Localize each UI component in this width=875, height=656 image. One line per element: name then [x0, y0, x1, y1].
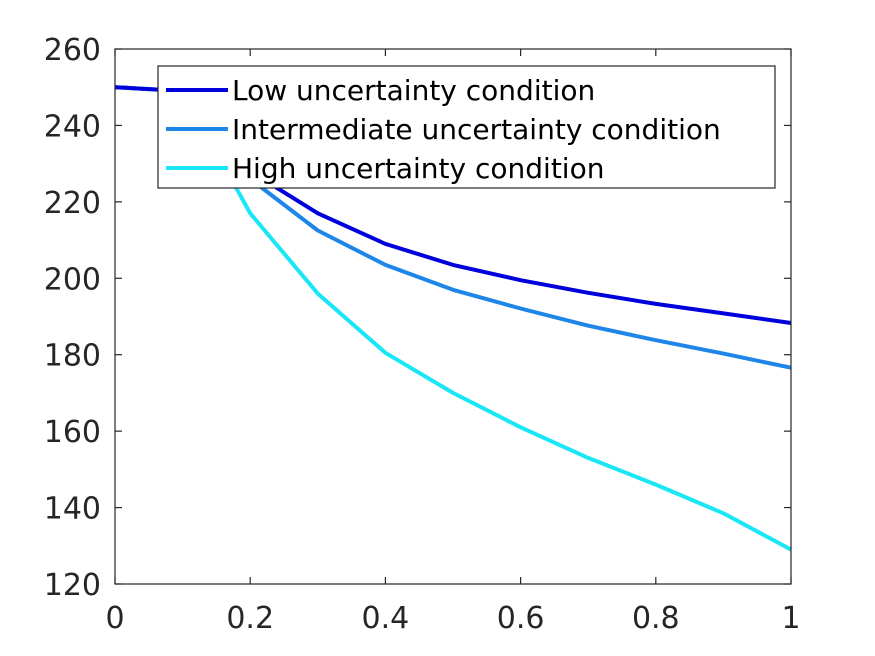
legend-label-3: High uncertainty condition	[232, 152, 604, 185]
legend-label-1: Low uncertainty condition	[232, 74, 595, 107]
y-tick-label: 180	[44, 339, 101, 374]
y-tick-label: 220	[44, 186, 101, 221]
axes-box	[114, 48, 792, 585]
x-tick-label: 0	[105, 601, 124, 636]
y-tick-label: 160	[44, 415, 101, 450]
y-tick-label: 260	[44, 33, 101, 68]
legend: Low uncertainty condition Intermediate un…	[157, 65, 776, 189]
y-tick-label: 120	[44, 568, 101, 603]
x-tick-label: 1	[781, 601, 800, 636]
legend-label-2: Intermediate uncertainty condition	[232, 113, 721, 146]
legend-box	[157, 65, 776, 189]
y-tick-label: 140	[44, 492, 101, 527]
x-tick-label: 0.4	[362, 601, 410, 636]
x-tick-label: 0.2	[226, 601, 274, 636]
x-tick-label: 0.6	[497, 601, 545, 636]
y-tick-label: 240	[44, 109, 101, 144]
tick-layer: 0 0.2 0.4 0.6 0.8 1 120 140 160 180 200 220 240 260	[44, 33, 801, 636]
x-tick-label: 0.8	[632, 601, 680, 636]
y-tick-label: 200	[44, 262, 101, 297]
